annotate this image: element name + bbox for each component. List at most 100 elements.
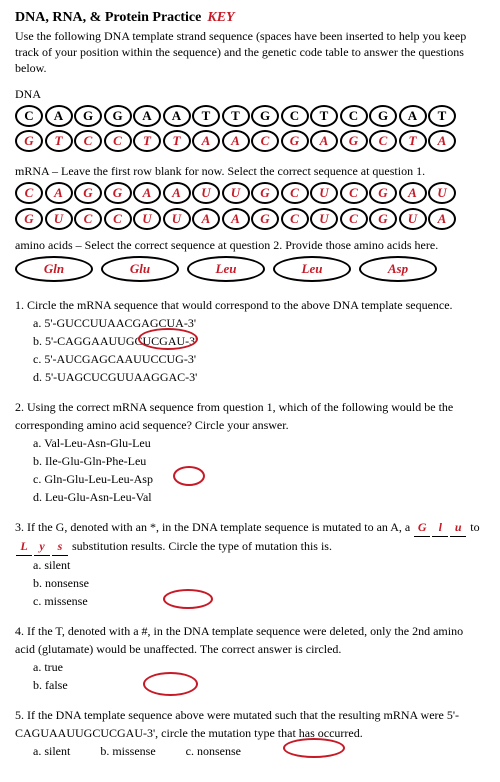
q5-a: a. silent [33,744,70,758]
base-cell: C [340,208,368,230]
base-cell: T [428,105,456,127]
q2-a: a. Val-Leu-Asn-Glu-Leu [33,434,485,452]
base-cell: T [192,105,220,127]
base-cell: A [133,105,161,127]
base-cell: C [340,105,368,127]
mrna-label: mRNA – Leave the first row blank for now… [15,164,485,179]
base-cell: U [163,208,191,230]
base-cell: C [281,182,309,204]
amino-acid-cell: Asp [359,256,437,282]
title-row: DNA, RNA, & Protein Practice KEY [15,10,485,26]
base-cell: T [133,130,161,152]
question-2: 2. Using the correct mRNA sequence from … [15,398,485,506]
base-cell: C [74,130,102,152]
base-cell: A [192,208,220,230]
q3-c: c. missense [33,592,485,610]
base-cell: G [251,105,279,127]
base-cell: T [163,130,191,152]
q5-b: b. missense [100,744,155,758]
q3-b: b. nonsense [33,574,485,592]
q5-c: c. nonsense [186,744,241,758]
q2-text: 2. Using the correct mRNA sequence from … [15,398,485,434]
dna-complement-row: GTCCTTAACGAGCTA [15,130,485,152]
base-cell: A [133,182,161,204]
base-cell: G [281,130,309,152]
base-cell: U [428,182,456,204]
base-cell: A [222,130,250,152]
base-cell: C [340,182,368,204]
key-label: KEY [207,10,234,26]
blank-letter: G [414,518,430,537]
q2-b: b. Ile-Glu-Gln-Phe-Leu [33,452,485,470]
dna-label: DNA [15,87,485,102]
base-cell: C [251,130,279,152]
mrna-row-1: CAGGAAUUGCUCGAU [15,182,485,204]
blank-letter: s [52,537,68,556]
q2-d: d. Leu-Glu-Asn-Leu-Val [33,488,485,506]
base-cell: C [15,105,43,127]
q5-row: a. silent b. missense c. nonsense [33,742,485,760]
base-cell: A [163,105,191,127]
q3-a: a. silent [33,556,485,574]
q4-circle-icon [143,672,198,696]
base-cell: G [104,105,132,127]
base-cell: A [399,105,427,127]
dna-template-row: CAGGAATTGCTCGAT [15,105,485,127]
q5-text: 5. If the DNA template sequence above we… [15,706,485,742]
question-5: 5. If the DNA template sequence above we… [15,706,485,760]
base-cell: C [15,182,43,204]
page-title: DNA, RNA, & Protein Practice [15,10,201,26]
base-cell: A [399,182,427,204]
blank-letter: l [432,518,448,537]
base-cell: C [369,130,397,152]
q1-c: c. 5'-AUCGAGCAAUUCCUG-3' [33,350,485,368]
q1-a: a. 5'-GUCCUUAACGAGCUA-3' [33,314,485,332]
base-cell: T [310,105,338,127]
amino-acid-row: GlnGluLeuLeuAsp [15,256,485,282]
base-cell: U [310,182,338,204]
amino-acid-cell: Gln [15,256,93,282]
aa-label: amino acids – Select the correct sequenc… [15,238,485,253]
base-cell: G [251,182,279,204]
questions: 1. Circle the mRNA sequence that would c… [15,296,485,760]
q4-text: 4. If the T, denoted with a #, in the DN… [15,622,485,658]
q3-circle-icon [163,589,213,609]
base-cell: U [222,182,250,204]
base-cell: A [163,182,191,204]
base-cell: G [340,130,368,152]
q4-b: b. false [33,676,485,694]
base-cell: A [428,208,456,230]
blank-letter: u [450,518,466,537]
base-cell: A [45,182,73,204]
base-cell: T [222,105,250,127]
base-cell: U [310,208,338,230]
base-cell: U [45,208,73,230]
base-cell: C [74,208,102,230]
base-cell: A [310,130,338,152]
q1-b: b. 5'-CAGGAAUUGCUCGAU-3' [33,332,485,350]
base-cell: G [74,105,102,127]
question-3: 3. If the G, denoted with an *, in the D… [15,518,485,610]
base-cell: A [192,130,220,152]
base-cell: T [45,130,73,152]
blank-letter: y [34,537,50,556]
base-cell: C [104,208,132,230]
base-cell: U [133,208,161,230]
q1-d: d. 5'-UAGCUCGUUAAGGAC-3' [33,368,485,386]
base-cell: A [428,130,456,152]
base-cell: C [281,208,309,230]
q2-c: c. Gln-Glu-Leu-Leu-Asp [33,470,485,488]
instruction-text: Use the following DNA template strand se… [15,28,485,77]
base-cell: G [369,105,397,127]
amino-acid-cell: Leu [187,256,265,282]
base-cell: C [104,130,132,152]
question-1: 1. Circle the mRNA sequence that would c… [15,296,485,386]
base-cell: G [104,182,132,204]
base-cell: A [222,208,250,230]
question-4: 4. If the T, denoted with a #, in the DN… [15,622,485,694]
base-cell: G [15,130,43,152]
amino-acid-cell: Leu [273,256,351,282]
base-cell: T [399,130,427,152]
q3-blank-1: Glu [413,520,467,534]
base-cell: U [399,208,427,230]
